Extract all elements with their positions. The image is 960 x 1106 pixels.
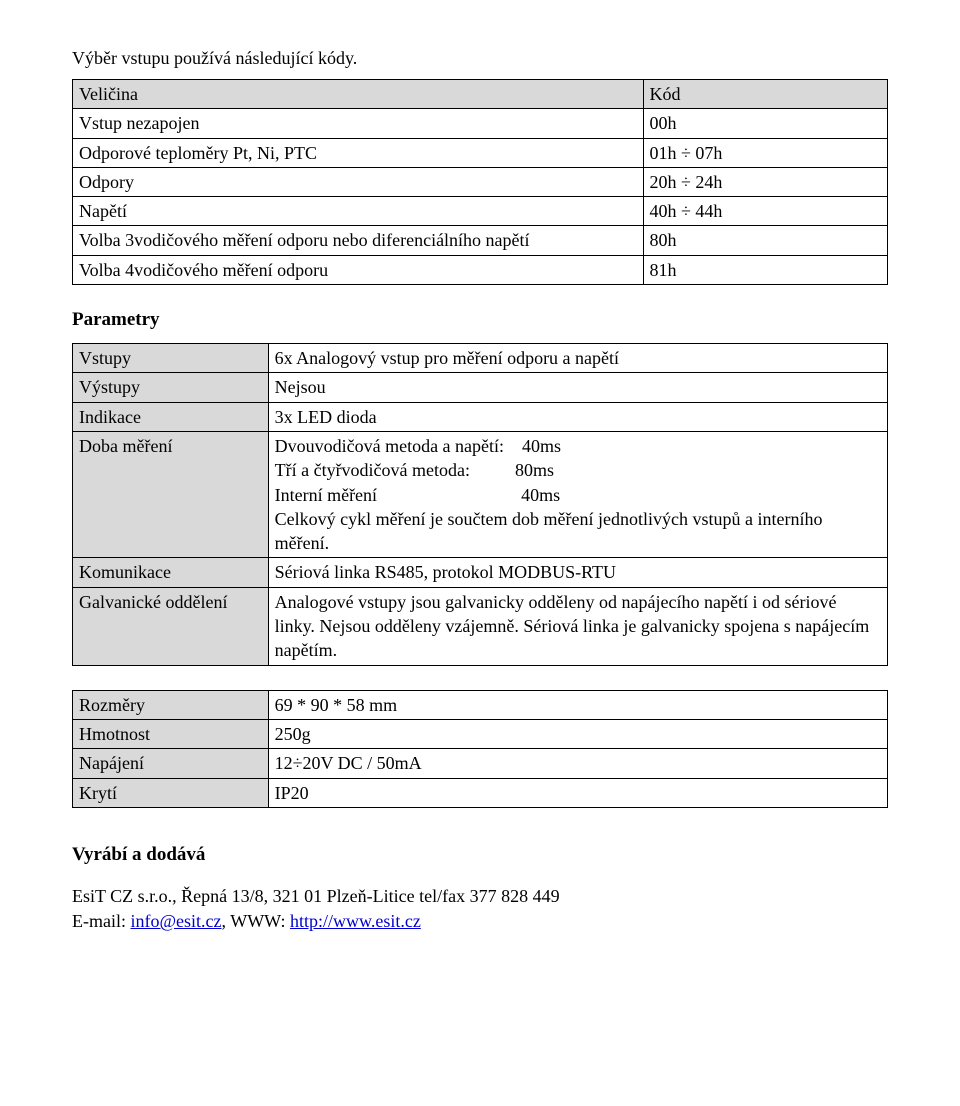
spec-label: Hmotnost [73, 719, 269, 748]
codes-cell: Volba 4vodičového měření odporu [73, 255, 644, 284]
spec-value: IP20 [268, 778, 887, 807]
table-row: Hmotnost 250g [73, 719, 888, 748]
codes-cell: Napětí [73, 197, 644, 226]
param-value: Analogové vstupy jsou galvanicky oddělen… [268, 587, 887, 665]
codes-cell: Vstup nezapojen [73, 109, 644, 138]
contact-www-label: , WWW: [222, 911, 290, 931]
table-row: Napětí 40h ÷ 44h [73, 197, 888, 226]
measure-line2-value: 80ms [515, 460, 554, 480]
contact-email-label: E-mail: [72, 911, 130, 931]
param-value: Nejsou [268, 373, 887, 402]
table-row: Volba 4vodičového měření odporu 81h [73, 255, 888, 284]
table-row: Výstupy Nejsou [73, 373, 888, 402]
param-label: Vstupy [73, 344, 269, 373]
table-row: Galvanické oddělení Analogové vstupy jso… [73, 587, 888, 665]
spec-value: 69 * 90 * 58 mm [268, 690, 887, 719]
contact-address: EsiT CZ s.r.o., Řepná 13/8, 321 01 Plzeň… [72, 886, 560, 906]
codes-cell: Odporové teploměry Pt, Ni, PTC [73, 138, 644, 167]
codes-header-col1: Veličina [73, 80, 644, 109]
param-label: Doba měření [73, 431, 269, 557]
codes-cell: 81h [643, 255, 888, 284]
codes-cell: Odpory [73, 167, 644, 196]
table-row: Vstup nezapojen 00h [73, 109, 888, 138]
param-label: Výstupy [73, 373, 269, 402]
param-label: Galvanické oddělení [73, 587, 269, 665]
table-row: Odpory 20h ÷ 24h [73, 167, 888, 196]
measure-summary: Celkový cykl měření je součtem dob měřen… [275, 507, 881, 556]
specs-table: Rozměry 69 * 90 * 58 mm Hmotnost 250g Na… [72, 690, 888, 808]
param-value: Sériová linka RS485, protokol MODBUS-RTU [268, 558, 887, 587]
spec-label: Rozměry [73, 690, 269, 719]
table-row: Odporové teploměry Pt, Ni, PTC 01h ÷ 07h [73, 138, 888, 167]
codes-header-col2: Kód [643, 80, 888, 109]
parameters-heading: Parametry [72, 309, 888, 331]
parameters-table: Vstupy 6x Analogový vstup pro měření odp… [72, 343, 888, 666]
codes-cell: Volba 3vodičového měření odporu nebo dif… [73, 226, 644, 255]
contact-email-link[interactable]: info@esit.cz [130, 911, 221, 931]
measure-line3-value: 40ms [521, 485, 560, 505]
param-value: Dvouvodičová metoda a napětí: 40ms Tří a… [268, 431, 887, 557]
measure-line1-label: Dvouvodičová metoda a napětí: [275, 436, 504, 456]
vendor-heading: Vyrábí a dodává [72, 844, 888, 866]
table-row: Volba 3vodičového měření odporu nebo dif… [73, 226, 888, 255]
table-row: Komunikace Sériová linka RS485, protokol… [73, 558, 888, 587]
codes-cell: 40h ÷ 44h [643, 197, 888, 226]
param-label: Indikace [73, 402, 269, 431]
codes-cell: 00h [643, 109, 888, 138]
codes-cell: 20h ÷ 24h [643, 167, 888, 196]
measure-line1-value: 40ms [522, 436, 561, 456]
table-row: Vstupy 6x Analogový vstup pro měření odp… [73, 344, 888, 373]
spec-value: 250g [268, 719, 887, 748]
measure-line3-label: Interní měření [275, 485, 377, 505]
spec-label: Krytí [73, 778, 269, 807]
table-row: Napájení 12÷20V DC / 50mA [73, 749, 888, 778]
spec-value: 12÷20V DC / 50mA [268, 749, 887, 778]
measure-line2-label: Tří a čtyřvodičová metoda: [275, 460, 470, 480]
spec-label: Napájení [73, 749, 269, 778]
codes-table: Veličina Kód Vstup nezapojen 00h Odporov… [72, 79, 888, 285]
table-row: Doba měření Dvouvodičová metoda a napětí… [73, 431, 888, 557]
intro-text: Výběr vstupu používá následující kódy. [72, 48, 888, 69]
codes-cell: 80h [643, 226, 888, 255]
table-row: Indikace 3x LED dioda [73, 402, 888, 431]
table-row: Rozměry 69 * 90 * 58 mm [73, 690, 888, 719]
param-value: 6x Analogový vstup pro měření odporu a n… [268, 344, 887, 373]
table-row: Krytí IP20 [73, 778, 888, 807]
codes-cell: 01h ÷ 07h [643, 138, 888, 167]
table-row: Veličina Kód [73, 80, 888, 109]
param-label: Komunikace [73, 558, 269, 587]
contact-block: EsiT CZ s.r.o., Řepná 13/8, 321 01 Plzeň… [72, 884, 888, 934]
param-value: 3x LED dioda [268, 402, 887, 431]
contact-www-link[interactable]: http://www.esit.cz [290, 911, 421, 931]
